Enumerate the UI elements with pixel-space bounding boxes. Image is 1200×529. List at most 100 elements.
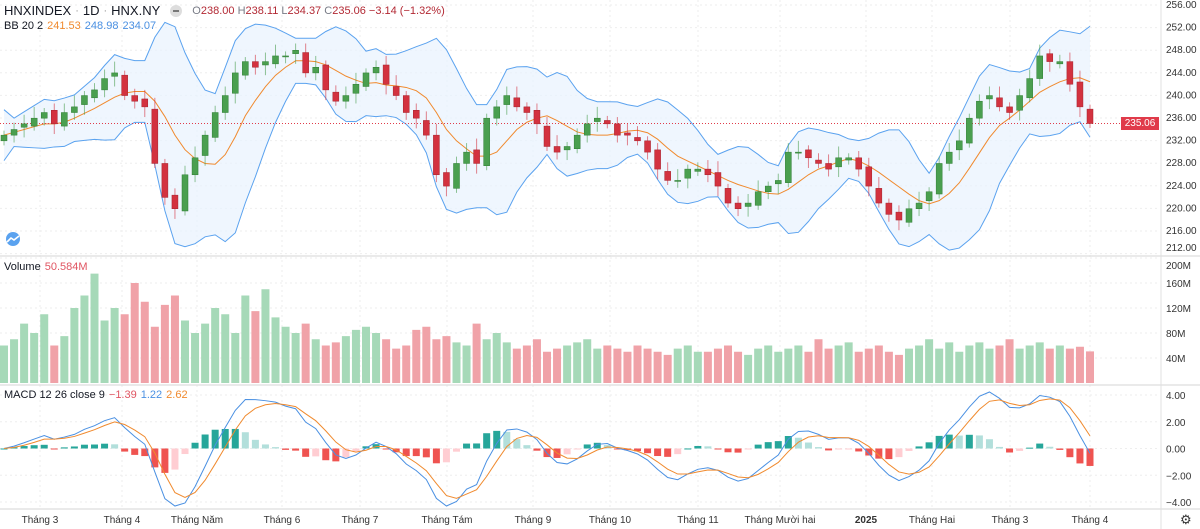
candle: [1076, 81, 1084, 108]
macd-histogram-bar: [996, 446, 1003, 449]
volume-bar: [532, 339, 541, 383]
volume-bar: [482, 339, 491, 383]
volume-bar: [241, 295, 250, 383]
candle: [473, 149, 480, 164]
macd-histogram-bar: [272, 447, 279, 449]
macd-histogram-bar: [694, 445, 702, 449]
macd-histogram-bar: [965, 434, 973, 449]
candle: [181, 174, 189, 212]
candle: [111, 72, 118, 77]
volume-bar: [995, 345, 1004, 383]
bb-lower-line: [3, 82, 1091, 251]
volume-bar: [744, 354, 753, 383]
candle: [0, 134, 8, 142]
macd-line: [3, 391, 1091, 507]
candle: [161, 163, 169, 198]
candle: [835, 157, 842, 168]
candle: [402, 95, 410, 113]
macd-histogram-bar: [40, 444, 48, 449]
candle: [362, 72, 370, 87]
macd-histogram-bar: [1036, 443, 1044, 449]
volume-bar: [442, 336, 451, 383]
volume-legend[interactable]: Volume 50.584M: [4, 261, 88, 273]
candle: [413, 110, 420, 119]
low-label: L: [281, 4, 288, 17]
candle: [785, 151, 792, 183]
collapse-icon[interactable]: [170, 4, 183, 17]
volume-axis-label: 160M: [1166, 279, 1191, 290]
candle: [996, 97, 1003, 108]
volume-bar: [1086, 351, 1094, 383]
candle: [754, 191, 762, 206]
macd-histogram-bar: [221, 428, 229, 449]
bb-legend[interactable]: BB 20 2 241.53 248.98 234.07: [4, 20, 156, 32]
macd-histogram-bar: [724, 448, 732, 453]
volume-bar: [814, 339, 823, 383]
volume-bar: [311, 339, 320, 383]
macd-histogram-bar: [674, 448, 682, 455]
volume-bar: [724, 345, 732, 383]
macd-histogram-bar: [0, 448, 8, 450]
volume-bar: [854, 351, 863, 383]
volume-bar: [261, 289, 270, 383]
volume-bar: [1015, 348, 1024, 383]
candle: [503, 95, 511, 105]
volume-bar: [1075, 346, 1084, 383]
macd-histogram-bar: [664, 448, 672, 457]
candles: [0, 43, 1094, 231]
volume-bar: [764, 345, 773, 383]
interval[interactable]: 1D: [82, 3, 100, 18]
price-axis-label: 244.00: [1166, 68, 1197, 79]
macd-histogram-bar: [754, 444, 762, 449]
time-axis-label: Tháng Năm: [171, 515, 223, 526]
candle: [242, 61, 249, 76]
candle: [805, 149, 812, 159]
candle: [211, 112, 219, 138]
candle: [483, 117, 490, 166]
volume-bar: [10, 339, 19, 383]
macd-histogram-bar: [945, 434, 953, 449]
candle: [101, 78, 108, 91]
volume-bar: [905, 348, 913, 383]
volume-bar: [884, 351, 893, 383]
candle: [20, 123, 28, 128]
macd-histogram-bar: [20, 446, 28, 449]
macd-histogram-bar: [975, 435, 983, 449]
volume-bar: [80, 295, 89, 383]
time-axis-label: Tháng Tám: [422, 515, 473, 526]
candle: [443, 172, 450, 187]
macd-signal-value: 2.62: [166, 389, 188, 401]
last-price-label: 235.06: [1121, 117, 1159, 130]
candle: [614, 123, 621, 136]
time-axis-label: Tháng 7: [342, 515, 379, 526]
volume-bar: [512, 348, 521, 383]
macd-legend[interactable]: MACD 12 26 close 9 −1.39 1.22 2.62: [4, 389, 188, 401]
volume-bar: [603, 345, 612, 383]
volume-bar: [683, 345, 692, 383]
candle: [865, 166, 873, 187]
separator-dot: ·: [75, 4, 79, 17]
price-axis-label: 220.00: [1166, 203, 1197, 214]
macd-histogram-bar: [573, 448, 581, 450]
tradingview-logo-icon[interactable]: [4, 232, 22, 246]
macd-histogram-bar: [463, 443, 471, 449]
candle: [583, 123, 591, 136]
candle: [976, 100, 983, 119]
volume-bar: [844, 342, 853, 383]
volume-bar: [20, 323, 29, 383]
candle: [533, 110, 541, 125]
volume-bar: [975, 342, 984, 383]
macd-histogram-bar: [895, 448, 903, 458]
close-value: 235.06: [332, 4, 366, 17]
settings-gear-icon[interactable]: ⚙: [1180, 512, 1192, 527]
price-axis-label: 236.00: [1166, 113, 1197, 124]
ohlc-values: O238.00 H238.11 L234.37 C235.06 −3.14 (−…: [192, 5, 444, 17]
time-axis-label: Tháng 3: [992, 515, 1029, 526]
macd-axis-label: −4.00: [1166, 498, 1192, 509]
volume-bar: [915, 345, 924, 383]
candle: [795, 151, 802, 154]
candle: [815, 159, 822, 164]
macd-histogram-bar: [714, 448, 722, 450]
symbol-name[interactable]: HNXINDEX: [4, 3, 72, 18]
